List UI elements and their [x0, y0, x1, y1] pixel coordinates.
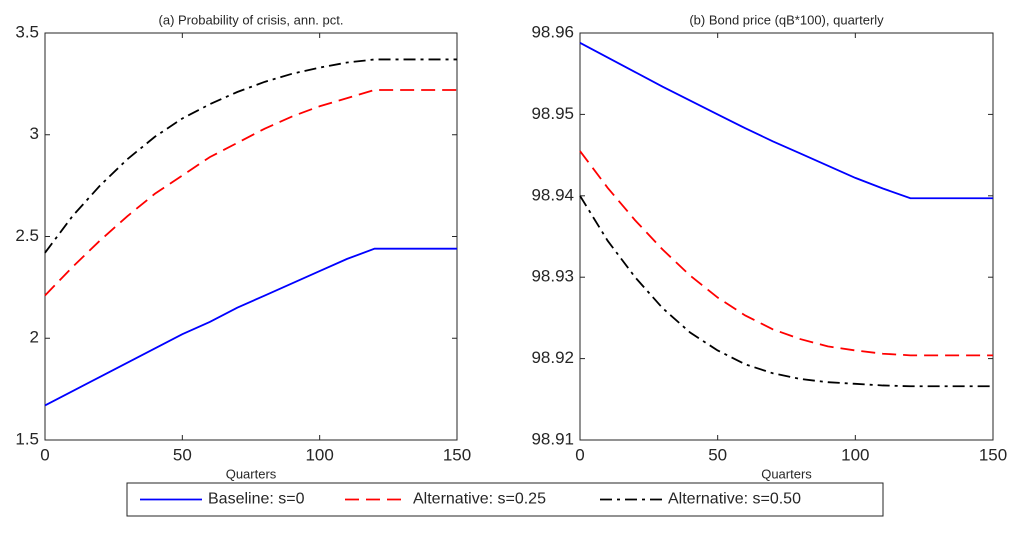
series-line: [44, 89, 457, 297]
legend-label: Alternative: s=0.25: [413, 491, 546, 508]
y-tick-label: 98.93: [531, 267, 574, 286]
x-tick-label: 50: [173, 445, 192, 464]
y-tick-label: 3.5: [15, 22, 39, 41]
y-tick-label: 98.91: [531, 429, 574, 448]
y-tick-label: 2.5: [15, 226, 39, 245]
legend-box: [126, 482, 884, 517]
y-tick-label: 2: [30, 328, 39, 347]
y-tick-label: 1.5: [15, 429, 39, 448]
chart-title: (b) Bond price (qB*100), quarterly: [689, 12, 884, 27]
x-tick-label: 100: [305, 445, 333, 464]
axes-box: [44, 32, 458, 441]
x-axis-label: Quarters: [226, 466, 277, 481]
x-tick-label: 150: [443, 445, 471, 464]
y-tick-label: 98.95: [531, 104, 574, 123]
chart-title: (a) Probability of crisis, ann. pct.: [159, 12, 344, 27]
y-tick-label: 98.94: [531, 185, 574, 204]
x-tick-label: 50: [708, 445, 727, 464]
x-axis-label: Quarters: [761, 466, 812, 481]
axes-box: [579, 32, 994, 441]
y-tick-label: 98.96: [531, 22, 574, 41]
series-line: [44, 247, 457, 407]
series-line: [579, 150, 993, 357]
x-tick-label: 0: [40, 445, 49, 464]
x-tick-label: 150: [979, 445, 1007, 464]
y-tick-label: 98.92: [531, 348, 574, 367]
legend-label: Baseline: s=0: [208, 491, 305, 508]
legend-label: Alternative: s=0.50: [668, 491, 801, 508]
x-tick-label: 100: [841, 445, 869, 464]
series-line: [579, 41, 993, 200]
y-tick-label: 3: [30, 124, 39, 143]
x-tick-label: 0: [575, 445, 584, 464]
series-line: [44, 58, 457, 254]
series-line: [579, 195, 993, 388]
